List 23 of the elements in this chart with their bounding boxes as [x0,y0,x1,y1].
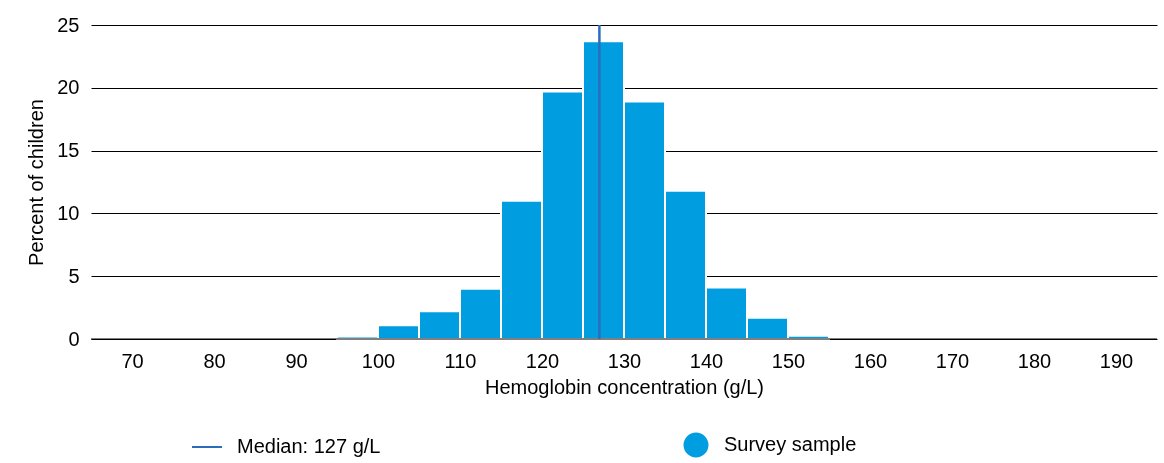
x-tick-label: 90 [285,349,308,372]
x-tick-label: 140 [689,349,724,372]
x-axis-title: Hemoglobin concentration (g/L) [484,375,765,398]
legend-label: Survey sample [724,433,857,455]
y-tick-label: 10 [57,201,80,224]
x-tick-label: 70 [121,349,144,372]
x-tick-label: 80 [203,349,226,372]
x-tick-label: 180 [1017,349,1052,372]
y-axis-title: Percent of children [25,99,48,266]
y-tick-label: 20 [57,76,80,99]
y-tick-label: 15 [57,139,80,162]
x-tick-label: 110 [444,349,477,372]
x-tick-label: 160 [853,349,888,372]
y-tick-label: 25 [57,13,80,36]
x-tick-label: 100 [361,349,396,372]
x-tick-label: 130 [607,349,642,372]
x-tick-label: 190 [1099,349,1134,372]
legend-label: Median: 127 g/L [237,435,381,457]
x-tick-label: 150 [771,349,806,372]
x-tick-label: 120 [525,349,560,372]
y-tick-label: 5 [68,264,80,287]
x-tick-label: 170 [935,349,970,372]
y-tick-label: 0 [68,327,80,350]
